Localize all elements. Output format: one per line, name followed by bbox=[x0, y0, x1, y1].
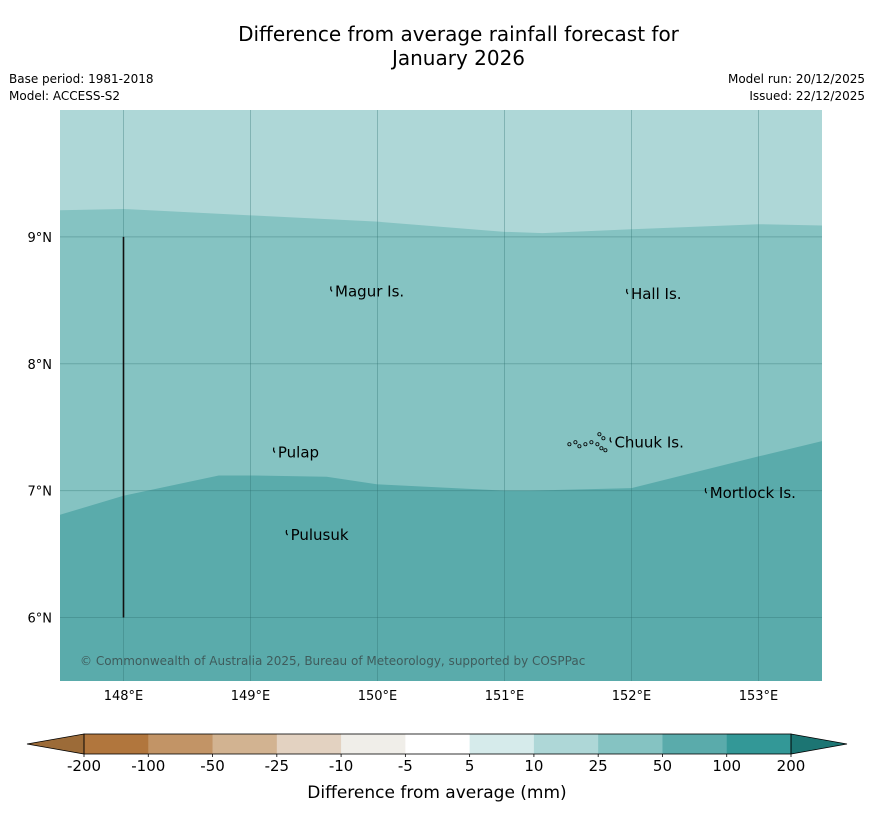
chuuk-islet bbox=[573, 440, 578, 445]
chuuk-islet bbox=[599, 446, 604, 451]
island-outline bbox=[626, 288, 629, 295]
chuuk-islet bbox=[603, 448, 608, 453]
chuuk-islet bbox=[595, 442, 600, 447]
island-outline bbox=[704, 488, 708, 494]
model-run-text: Model run: 20/12/2025 bbox=[727, 72, 865, 86]
colorbar-tick-label: -5 bbox=[398, 757, 413, 775]
colorbar-segment bbox=[598, 734, 663, 754]
longitude-tick-label: 151°E bbox=[485, 689, 525, 704]
colorbar-tick-label: 200 bbox=[777, 757, 806, 775]
island-outline bbox=[285, 529, 289, 536]
colorbar-tick-label: -200 bbox=[67, 757, 101, 775]
colorbar-tick-label: -10 bbox=[329, 757, 354, 775]
longitude-tick-label: 149°E bbox=[231, 689, 271, 704]
colorbar-segment bbox=[726, 734, 792, 754]
meta-left: Base period: 1981-2018 Model: ACCESS-S2 bbox=[9, 71, 154, 105]
colorbar-segment bbox=[533, 734, 599, 754]
island-label: Hall Is. bbox=[631, 285, 682, 303]
meta-right: Model run: 20/12/2025 Issued: 22/12/2025 bbox=[728, 71, 865, 105]
chuuk-islet bbox=[567, 442, 572, 447]
island-outline bbox=[272, 447, 276, 454]
copyright-notice: © Commonwealth of Australia 2025, Bureau… bbox=[80, 654, 585, 668]
colorbar-tick-label: -100 bbox=[131, 757, 165, 775]
colorbar-tick-label: -50 bbox=[200, 757, 225, 775]
island-outline bbox=[609, 437, 612, 443]
island-outline bbox=[330, 286, 333, 292]
map-layer: Magur Is. Hall Is. Pulap Chuuk Is. Mortlock … bbox=[60, 110, 822, 681]
colorbar-tick-label: 50 bbox=[653, 757, 672, 775]
colorbar-segment bbox=[469, 734, 535, 754]
colorbar: -200 -100 -50 -25 -10 -5 5 10 25 50 100 200 Differen… bbox=[26, 733, 848, 803]
island-label: Pulap bbox=[278, 444, 319, 462]
longitude-tick-label: 150°E bbox=[358, 689, 398, 704]
colorbar-under-arrow bbox=[26, 733, 85, 755]
colorbar-segment bbox=[405, 734, 471, 754]
chuuk-islet bbox=[577, 444, 582, 449]
chuuk-islet bbox=[597, 432, 602, 437]
colorbar-segment bbox=[662, 734, 728, 754]
island-label: Mortlock Is. bbox=[710, 484, 796, 502]
chuuk-islet bbox=[589, 440, 594, 445]
colorbar-frame bbox=[83, 733, 792, 755]
colorbar-segment bbox=[276, 734, 342, 754]
island-label: Chuuk Is. bbox=[614, 433, 683, 451]
latitude-tick-label: 7°N bbox=[28, 485, 53, 500]
chuuk-islet bbox=[601, 436, 606, 441]
colorbar-over-arrow bbox=[790, 733, 848, 755]
colorbar-segment bbox=[341, 734, 406, 754]
colorbar-tick-label: 10 bbox=[524, 757, 543, 775]
colorbar-segment bbox=[212, 734, 278, 754]
colorbar-tick-label: 5 bbox=[465, 757, 475, 775]
rainfall-map: Magur Is. Hall Is. Pulap Chuuk Is. Mortlock … bbox=[28, 110, 822, 704]
longitude-tick-label: 148°E bbox=[104, 689, 144, 704]
longitude-tick-label: 153°E bbox=[739, 689, 779, 704]
latitude-tick-label: 8°N bbox=[28, 358, 53, 373]
base-period-text: Base period: 1981-2018 bbox=[9, 72, 154, 86]
colorbar-tick-label: 100 bbox=[712, 757, 741, 775]
longitude-tick-label: 152°E bbox=[612, 689, 652, 704]
colorbar-tick-label: -25 bbox=[265, 757, 290, 775]
colorbar-tick-label: 25 bbox=[589, 757, 608, 775]
colorbar-label: Difference from average (mm) bbox=[307, 783, 566, 803]
model-text: Model: ACCESS-S2 bbox=[9, 89, 121, 103]
colorbar-segment bbox=[148, 734, 214, 754]
colorbar-segment bbox=[84, 734, 149, 754]
map-title: Difference from average rainfall forecas… bbox=[0, 22, 873, 70]
title-line-2: January 2026 bbox=[391, 46, 526, 70]
title-line-1: Difference from average rainfall forecas… bbox=[238, 22, 679, 46]
chuuk-islet bbox=[583, 442, 588, 447]
island-label: Pulusuk bbox=[291, 526, 349, 544]
latitude-tick-label: 9°N bbox=[28, 231, 53, 246]
island-label: Magur Is. bbox=[335, 282, 404, 300]
issued-text: Issued: 22/12/2025 bbox=[749, 89, 865, 103]
latitude-tick-label: 6°N bbox=[28, 612, 53, 627]
rainfall-zone-2 bbox=[60, 441, 822, 681]
